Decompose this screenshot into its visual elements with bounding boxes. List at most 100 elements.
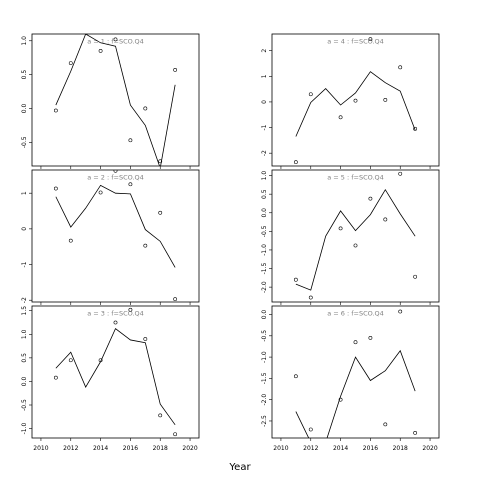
y-tick-label: -1 (261, 124, 268, 130)
data-point (293, 374, 298, 379)
y-tick-label: -1.0 (21, 423, 28, 435)
x-tick-label: 2016 (123, 445, 138, 452)
panel-frame (31, 305, 200, 439)
x-tick-label: 2018 (153, 445, 168, 452)
y-tick-label: 0.0 (261, 208, 268, 218)
y-tick-label: 0.5 (21, 70, 28, 80)
y-tick-label: -1.0 (261, 244, 268, 256)
x-tick-label: 2010 (273, 445, 288, 452)
data-point (143, 337, 148, 341)
data-point (368, 37, 373, 42)
y-tick-label: 0.5 (261, 189, 268, 199)
data-point (383, 422, 388, 427)
y-tick-label: 0.5 (21, 353, 28, 363)
panel-title: a = 1 : f=SCO.Q4 (87, 38, 144, 46)
series-line (295, 349, 416, 438)
panel-4: a = 5 : f=SCO.Q4 -2.0 -1.5 -1.0 -0.5 0.0 0.5 1.… (261, 169, 440, 305)
y-tick-label: 0 (261, 100, 268, 104)
data-point (173, 67, 178, 72)
y-tick-label: -0.5 (261, 330, 268, 342)
data-point (98, 49, 103, 53)
data-point (413, 430, 418, 435)
data-point (398, 309, 403, 314)
y-tick-label: 0.0 (21, 104, 28, 114)
data-point (398, 171, 403, 176)
panel-5: a = 3 : f=SCO.Q4 -1.0 -0.5 0.0 0.5 1.0 1.5 2010… (21, 305, 200, 452)
data-point (368, 196, 373, 201)
data-point (338, 115, 343, 120)
y-tick-label: -0.5 (21, 399, 28, 411)
y-tick-label: 1.0 (261, 171, 268, 181)
panel-frame (271, 305, 440, 439)
y-tick-label: 1 (21, 191, 28, 195)
y-tick-label: -0.5 (261, 225, 268, 237)
data-point (158, 210, 163, 215)
x-tick-label: 2012 (63, 445, 78, 452)
panel-frame (271, 169, 440, 303)
data-point (128, 182, 133, 187)
data-point (353, 243, 358, 248)
y-tick-label: 0.0 (21, 376, 28, 386)
x-tick-label: 2010 (33, 445, 48, 452)
series-line (55, 328, 176, 426)
data-point (53, 186, 58, 191)
y-tick-label: -0.5 (21, 136, 28, 148)
data-point (353, 340, 358, 345)
data-point (113, 37, 118, 42)
panel-frame (271, 33, 440, 167)
y-tick-label: -2.0 (261, 394, 268, 406)
x-tick-label: 2020 (422, 445, 437, 452)
data-point (143, 243, 148, 248)
panel-3: a = 2 : f=SCO.Q4 -2 -1 0 1 (21, 169, 200, 305)
y-tick-label: -1.5 (261, 263, 268, 275)
data-point (98, 358, 103, 363)
data-point (113, 170, 118, 173)
y-tick-label: -1.0 (261, 351, 268, 363)
x-tick-label: 2014 (93, 445, 108, 452)
series-line (295, 188, 416, 291)
data-point (308, 295, 313, 300)
y-tick-label: 1.0 (21, 329, 28, 339)
x-tick-label: 2018 (393, 445, 408, 452)
data-point (68, 61, 73, 66)
panels-layer: a = 1 : f=SCO.Q4 -0.5 0.0 0.5 1.0 a = 4 : f=S… (21, 33, 440, 452)
panel-frame (31, 33, 200, 167)
data-point (368, 336, 373, 340)
data-point (353, 98, 358, 103)
data-point (128, 138, 133, 143)
panel-frame (31, 169, 200, 303)
data-point (413, 274, 418, 279)
data-point (338, 226, 343, 231)
panel-title: a = 3 : f=SCO.Q4 (87, 310, 144, 318)
x-tick-label: 2012 (303, 445, 318, 452)
data-point (383, 97, 388, 102)
panel-title: a = 2 : f=SCO.Q4 (87, 174, 144, 182)
data-point (398, 65, 403, 70)
y-tick-label: -2 (21, 297, 28, 303)
data-point (128, 307, 133, 312)
y-tick-label: -2.5 (261, 415, 268, 427)
x-tick-label: 2020 (182, 445, 197, 452)
y-tick-label: 2 (261, 49, 268, 53)
y-tick-label: -1 (21, 261, 28, 267)
x-tick-label: 2014 (333, 445, 348, 452)
data-point (173, 432, 178, 437)
data-point (308, 92, 313, 97)
series-line (295, 71, 416, 137)
data-point (98, 190, 103, 195)
x-axis-label: Year (228, 462, 251, 473)
y-tick-label: -1.5 (261, 372, 268, 384)
data-point (293, 160, 298, 165)
data-point (143, 106, 148, 111)
y-tick-label: 1.5 (21, 306, 28, 316)
y-tick-label: 0 (21, 227, 28, 231)
data-point (53, 375, 58, 380)
data-point (383, 217, 388, 222)
data-point (173, 297, 178, 302)
data-point (68, 238, 73, 243)
y-tick-label: 1.0 (21, 36, 28, 46)
data-point (158, 159, 163, 164)
y-tick-label: 1 (261, 74, 268, 78)
data-point (113, 320, 118, 325)
